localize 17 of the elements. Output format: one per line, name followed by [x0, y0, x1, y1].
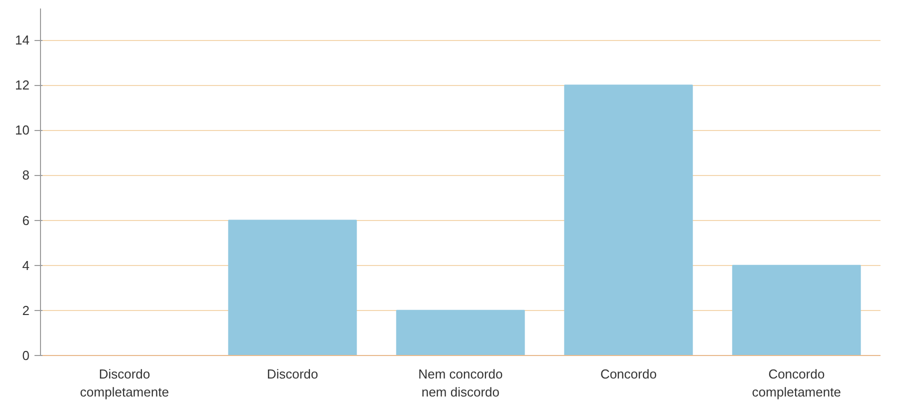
bar: [396, 310, 525, 356]
y-tick-label: 14: [15, 32, 30, 48]
y-tick-label: 4: [22, 258, 30, 273]
y-tick-label: 6: [22, 212, 30, 228]
y-tick-label: 12: [15, 78, 30, 93]
y-tick-label: 10: [15, 122, 30, 138]
x-tick-label: Discordo completamente: [80, 366, 169, 400]
bar: [228, 220, 357, 356]
y-tick-label: 0: [22, 348, 30, 363]
bar: [564, 84, 693, 356]
y-tick-label: 8: [22, 168, 30, 183]
bar: [732, 264, 861, 356]
x-tick-label: Nem concordo nem discordo: [418, 366, 503, 400]
x-tick-label: Discordo: [266, 366, 318, 382]
y-tick-label: 2: [22, 302, 30, 318]
x-tick-label: Concordo completamente: [752, 366, 841, 400]
x-tick-label: Concordo: [600, 366, 657, 382]
